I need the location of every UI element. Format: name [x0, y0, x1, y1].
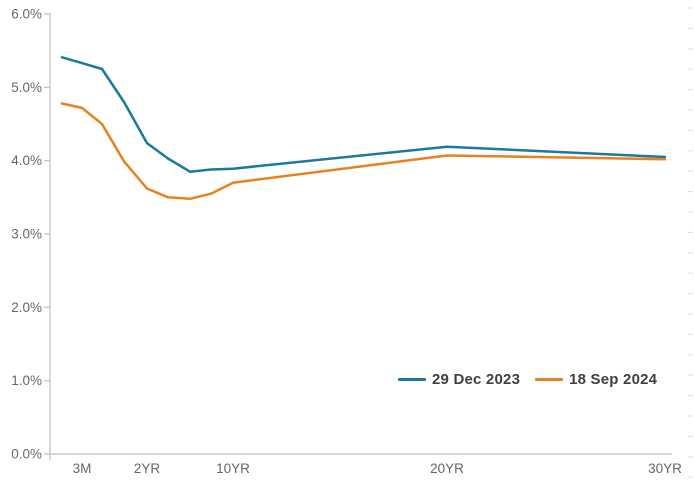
legend-label-series-2: 18 Sep 2024	[569, 371, 658, 388]
y-tick-label: 5.0%	[11, 80, 42, 95]
legend-item-series-1: 29 Dec 2023	[398, 371, 520, 388]
x-tick-label: 30YR	[648, 461, 682, 476]
legend-swatch-series-2	[535, 378, 564, 381]
y-tick-label: 2.0%	[11, 300, 42, 315]
x-tick-label: 10YR	[216, 461, 250, 476]
series-line-29-dec-2023	[60, 56, 667, 173]
y-tick-label: 6.0%	[11, 7, 42, 22]
y-tick-label: 3.0%	[11, 227, 42, 242]
y-tick-label: 4.0%	[11, 153, 42, 168]
y-tick-label: 0.0%	[11, 447, 42, 462]
legend-item-series-2: 18 Sep 2024	[535, 371, 657, 388]
x-tick-label: 20YR	[430, 461, 464, 476]
y-tick-label: 1.0%	[11, 373, 42, 388]
legend-swatch-series-1	[398, 378, 426, 381]
chart-legend: 29 Dec 2023 18 Sep 2024	[398, 371, 657, 388]
x-tick-label: 3M	[73, 461, 92, 476]
legend-label-series-1: 29 Dec 2023	[432, 371, 521, 388]
series-line-18-sep-2024	[60, 102, 667, 201]
x-tick-label: 2YR	[134, 461, 161, 476]
